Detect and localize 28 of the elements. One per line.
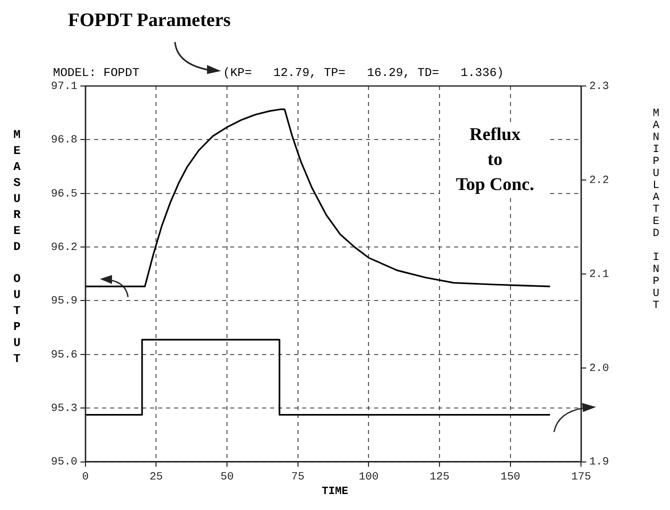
text: MODEL: FOPDT [53,66,140,80]
y2-tick-label: 2.1 [589,268,610,281]
y-tick-label: 95.0 [51,456,78,469]
x-tick-label: 100 [358,471,379,484]
y2-tick-label: 2.3 [589,80,610,93]
x-tick-label: 150 [500,471,520,484]
x-tick-label: 75 [291,471,304,484]
x-tick-label: 125 [430,471,450,484]
x-tick-label: 50 [220,471,234,484]
x-tick-label: 175 [571,471,592,484]
y-tick-label: 95.6 [51,349,78,362]
y2-tick-label: 1.9 [589,456,610,469]
y2-axis-title: MANIPULATED INPUT [650,108,662,312]
x-tick-label: 25 [150,471,163,484]
x-tick-label: 0 [82,471,89,484]
y2-tick-label: 2.0 [589,362,610,375]
x-axis-title: TIME [320,486,350,498]
text: FOPDT Parameters [68,10,231,32]
y2-tick-label: 2.2 [589,174,610,187]
y-tick-label: 95.3 [51,403,78,416]
y-tick-label: 96.8 [51,134,78,147]
y-tick-label: 96.5 [51,188,78,200]
y-tick-label: 96.2 [51,242,78,254]
text: (KP= 12.79, TP= 16.29, TD= 1.336) [223,66,504,80]
y-tick-label: 97.1 [51,80,78,93]
y-axis-title: MEASURED OUTPUT [10,128,24,368]
annotation: Reflux to Top Conc. [440,122,550,198]
y-tick-label: 95.9 [51,296,78,308]
